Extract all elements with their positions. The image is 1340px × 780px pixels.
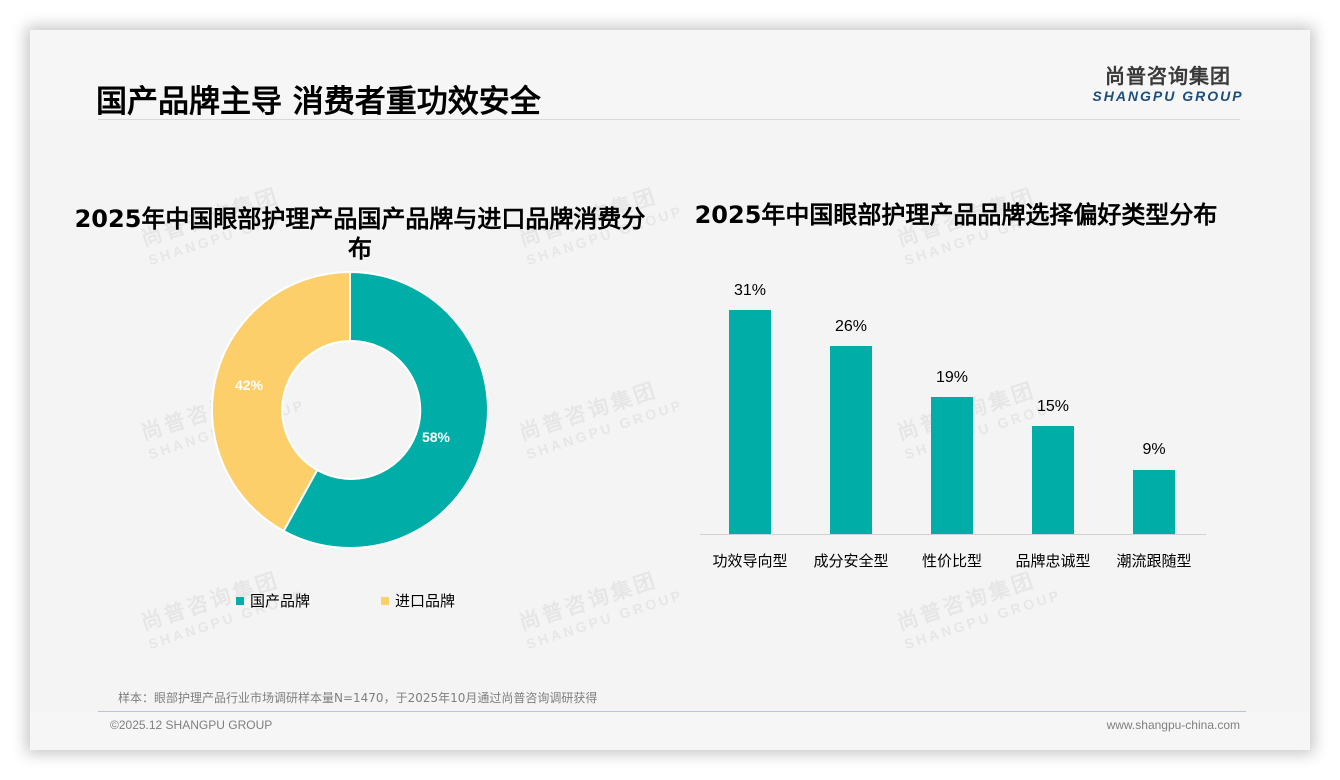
website-link[interactable]: www.shangpu-china.com <box>1106 718 1240 732</box>
sample-note: 样本：眼部护理产品行业市场调研样本量N=1470，于2025年10月通过尚普咨询… <box>118 691 598 705</box>
legend-item-imported[interactable]: 进口品牌 <box>381 590 455 611</box>
copyright: ©2025.12 SHANGPU GROUP <box>110 718 273 732</box>
footer-band <box>30 712 1310 750</box>
legend-swatch-yellow-icon <box>381 596 389 605</box>
company-logo: 尚普咨询集团 SHANGPU GROUP <box>1088 64 1248 104</box>
bar-chart-title: 2025年中国眼部护理产品品牌选择偏好类型分布 <box>694 201 1218 229</box>
x-axis-line <box>700 534 1206 535</box>
bar-category-label: 品牌忠诚型 <box>1015 552 1091 570</box>
legend-item-domestic[interactable]: 国产品牌 <box>236 590 310 611</box>
bar-trend-following[interactable] <box>1133 470 1175 534</box>
bar-chart: 31% 功效导向型 26% 成分安全型 19% 性价比型 15% 品牌忠诚型 9… <box>700 280 1206 570</box>
legend-label: 国产品牌 <box>250 592 311 610</box>
legend-label: 进口品牌 <box>395 592 456 610</box>
bar-category-label: 成分安全型 <box>813 552 889 570</box>
donut-label-domestic: 58% <box>422 429 451 445</box>
page-title: 国产品牌主导 消费者重功效安全 <box>96 84 541 120</box>
bar-value-label: 19% <box>935 369 969 386</box>
bar-value-label: 26% <box>834 318 868 335</box>
donut-chart: 58% 42% <box>210 270 490 550</box>
donut-slice-domestic[interactable] <box>282 270 489 549</box>
title-divider <box>98 119 1240 120</box>
bar-value-label: 15% <box>1036 398 1070 415</box>
donut-label-imported: 42% <box>235 377 264 393</box>
legend-swatch-teal-icon <box>236 596 244 605</box>
bar-category-label: 功效导向型 <box>712 552 788 570</box>
slide: 尚普咨询集团 SHANGPU GROUP 尚普咨询集团 SHANGPU GROUP … <box>30 30 1310 750</box>
footer-divider <box>98 711 1246 712</box>
bar-brand-loyalty[interactable] <box>1032 426 1074 534</box>
bar-value-label: 31% <box>733 282 767 299</box>
donut-chart-title-line2: 布 <box>348 235 372 263</box>
donut-slice-imported[interactable] <box>211 270 351 533</box>
donut-chart-title: 2025年中国眼部护理产品国产品牌与进口品牌消费分 布 <box>40 204 680 264</box>
bar-category-label: 潮流跟随型 <box>1116 552 1192 570</box>
bar-ingredient-safety[interactable] <box>830 346 872 534</box>
bar-efficacy[interactable] <box>729 310 771 534</box>
bar-category-label: 性价比型 <box>921 552 982 570</box>
bar-value-label: 9% <box>1142 441 1166 458</box>
logo-en: SHANGPU GROUP <box>1092 88 1244 104</box>
donut-chart-title-line1: 2025年中国眼部护理产品国产品牌与进口品牌消费分 <box>74 205 646 233</box>
logo-cn: 尚普咨询集团 <box>1105 64 1231 88</box>
header-band <box>30 30 1310 120</box>
bar-value-for-money[interactable] <box>931 397 973 534</box>
